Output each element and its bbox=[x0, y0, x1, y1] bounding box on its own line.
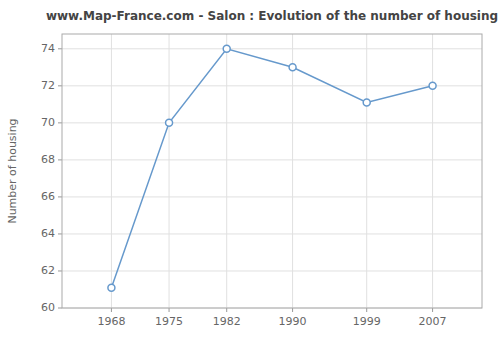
y-tick-label: 74 bbox=[41, 42, 55, 55]
y-tick-label: 64 bbox=[41, 227, 55, 240]
point bbox=[223, 45, 230, 52]
plot-frame bbox=[62, 34, 482, 308]
y-grid-line bbox=[62, 270, 482, 271]
x-tick bbox=[226, 308, 227, 312]
y-tick bbox=[58, 85, 62, 86]
series bbox=[108, 45, 436, 291]
title: www.Map-France.com - Salon : Evolution o… bbox=[46, 9, 498, 23]
plot-area bbox=[62, 34, 482, 308]
y-tick-label: 68 bbox=[41, 153, 55, 166]
y-grid-line bbox=[62, 85, 482, 86]
point bbox=[429, 82, 436, 89]
y-tick bbox=[58, 308, 62, 309]
y-tick bbox=[58, 159, 62, 160]
grid bbox=[62, 34, 482, 308]
y-tick bbox=[58, 270, 62, 271]
x-tick-label: 2007 bbox=[419, 315, 447, 328]
y-tick bbox=[58, 196, 62, 197]
x-tick-label: 1990 bbox=[279, 315, 307, 328]
y-axis-label: Number of housing bbox=[6, 118, 19, 223]
y-tick-label: 62 bbox=[41, 264, 55, 277]
y-grid-line bbox=[62, 122, 482, 123]
x-grid-line bbox=[111, 34, 112, 308]
chart: 60 62 64 66 68 70 72 74 1968 1975 1982 1990 1999 2007… bbox=[0, 0, 500, 340]
x-tick bbox=[366, 308, 367, 312]
y-grid-line bbox=[62, 48, 482, 49]
y-tick bbox=[58, 122, 62, 123]
x-grid-line bbox=[226, 34, 227, 308]
x-tick-label: 1999 bbox=[353, 315, 381, 328]
x-grid-line bbox=[432, 34, 433, 308]
x-grid-line bbox=[366, 34, 367, 308]
line bbox=[111, 49, 432, 288]
x-tick-label: 1968 bbox=[97, 315, 125, 328]
point bbox=[108, 284, 115, 291]
y-tick-label: 72 bbox=[41, 79, 55, 92]
x-tick-label: 1975 bbox=[155, 315, 183, 328]
x-tick bbox=[432, 308, 433, 312]
y-tick bbox=[58, 48, 62, 49]
y-tick bbox=[58, 233, 62, 234]
x-grid-line bbox=[169, 34, 170, 308]
y-grid-line bbox=[62, 159, 482, 160]
y-tick-label: 60 bbox=[41, 301, 55, 314]
y-tick-label: 66 bbox=[41, 190, 55, 203]
chart-container: 60 62 64 66 68 70 72 74 1968 1975 1982 1990 1999 2007… bbox=[0, 0, 500, 340]
point bbox=[363, 99, 370, 106]
x-tick bbox=[111, 308, 112, 312]
point bbox=[166, 119, 173, 126]
x-tick bbox=[292, 308, 293, 312]
point bbox=[289, 64, 296, 71]
x-tick-label: 1982 bbox=[213, 315, 241, 328]
y-tick-label: 70 bbox=[41, 116, 55, 129]
y-grid-line bbox=[62, 233, 482, 234]
x-grid-line bbox=[292, 34, 293, 308]
y-grid-line bbox=[62, 196, 482, 197]
x-tick bbox=[169, 308, 170, 312]
